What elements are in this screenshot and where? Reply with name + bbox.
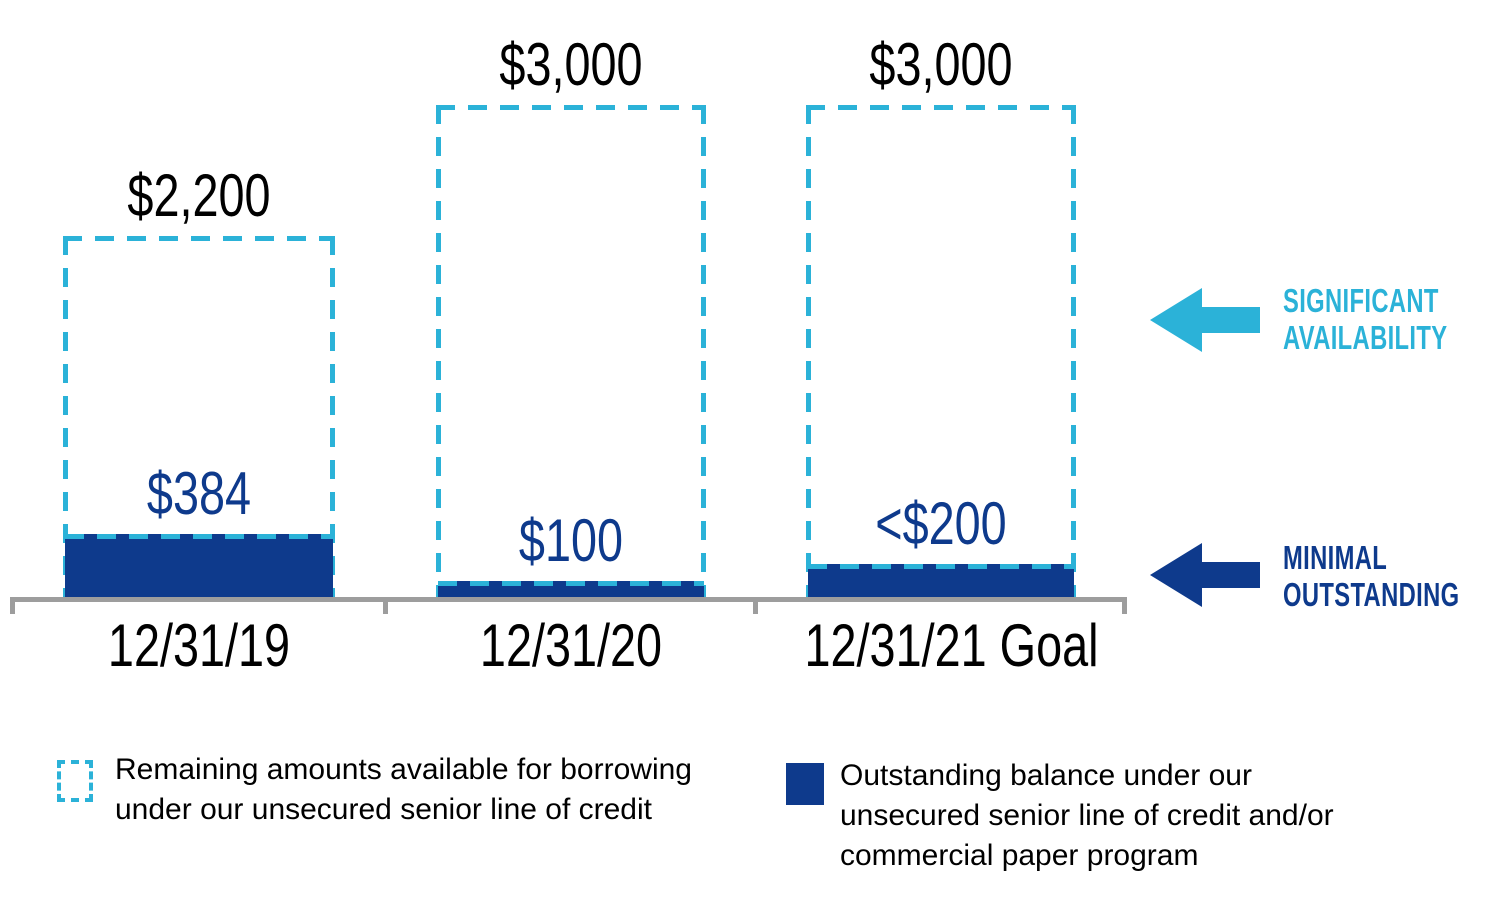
- outstanding-bar: [65, 534, 333, 597]
- outstanding-bar: [808, 564, 1074, 597]
- dashed-border-segment: [63, 236, 68, 597]
- dashed-border-segment: [806, 105, 811, 597]
- dashed-border-segment: [63, 236, 335, 241]
- minimal-outstanding-label: MINIMAL OUTSTANDING: [1283, 539, 1459, 613]
- significant-availability-line2: AVAILABILITY: [1283, 319, 1448, 356]
- category-label: 12/31/21 Goal: [804, 612, 1099, 679]
- availability-box: [806, 105, 1076, 597]
- dashed-border-segment: [438, 581, 704, 586]
- minimal-outstanding-line2: OUTSTANDING: [1283, 576, 1460, 613]
- x-axis-tick: [753, 597, 758, 614]
- dashed-box-swatch-icon: [57, 760, 93, 802]
- outstanding-value-label: $384: [146, 460, 252, 527]
- outstanding-value-label: $100: [518, 507, 624, 574]
- legend-item-available: Remaining amounts available for borrowin…: [115, 753, 692, 826]
- legend-item-outstanding: Outstanding balance under our unsecured …: [840, 759, 1334, 872]
- x-axis-tick: [1122, 597, 1127, 614]
- x-axis-tick: [10, 597, 15, 614]
- dashed-border-segment: [436, 105, 441, 597]
- dashed-border-segment: [808, 564, 1074, 569]
- x-axis-tick: [383, 597, 388, 614]
- availability-value-label: $3,000: [499, 31, 643, 98]
- minimal-outstanding-arrow-icon: [1150, 543, 1260, 607]
- availability-box: [436, 105, 706, 597]
- availability-box: [63, 236, 335, 597]
- dashed-border-segment: [330, 236, 335, 597]
- availability-value-label: $2,200: [127, 162, 271, 229]
- significant-availability-label: SIGNIFICANT AVAILABILITY: [1283, 282, 1447, 356]
- outstanding-bar: [438, 581, 704, 597]
- dashed-border-segment: [1071, 105, 1076, 597]
- availability-value-label: $3,000: [869, 31, 1013, 98]
- dashed-border-segment: [65, 534, 333, 539]
- category-label: 12/31/20: [479, 612, 663, 679]
- minimal-outstanding-line1: MINIMAL: [1283, 539, 1388, 576]
- dashed-border-segment: [701, 105, 706, 597]
- significant-availability-line1: SIGNIFICANT: [1283, 282, 1439, 319]
- solid-box-swatch-icon: [786, 763, 824, 805]
- outstanding-value-label: <$200: [875, 490, 1007, 557]
- category-label: 12/31/19: [107, 612, 291, 679]
- dashed-border-segment: [806, 105, 1076, 110]
- x-axis-line: [10, 597, 1127, 602]
- dashed-border-segment: [436, 105, 706, 110]
- significant-availability-arrow-icon: [1150, 288, 1260, 352]
